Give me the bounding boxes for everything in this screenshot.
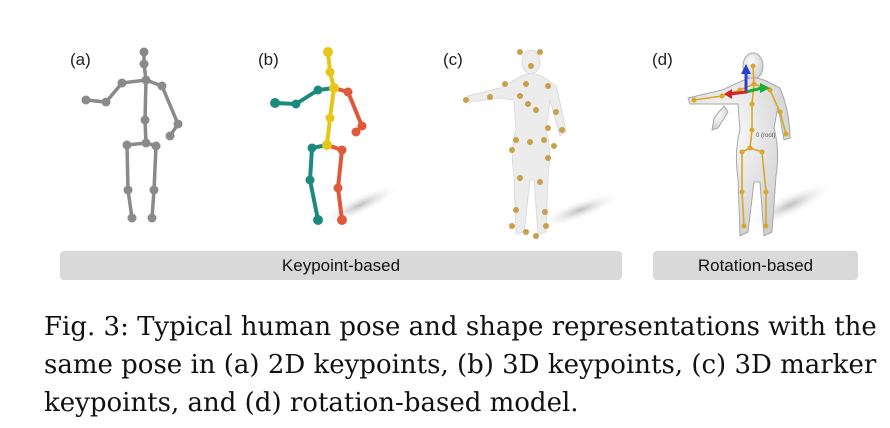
figure-caption: Fig. 3: Typical human pose and shape rep… — [44, 312, 877, 418]
root-joint-label: 0 (root) — [756, 133, 775, 139]
rotation-based-label: Rotation-based — [697, 255, 814, 275]
panel-label-c: (c) — [443, 50, 463, 69]
panel-label-a: (a) — [70, 50, 91, 69]
shadow-c — [537, 191, 623, 229]
skeleton-2d — [84, 50, 180, 220]
marker-body — [467, 49, 567, 235]
keypoint-based-label: Keypoint-based — [281, 255, 401, 275]
panel-label-b: (b) — [258, 50, 279, 69]
shadow-b — [318, 183, 402, 227]
panel-label-d: (d) — [652, 50, 673, 69]
skeleton-2d-joints — [81, 47, 183, 223]
skeleton-3d — [273, 50, 365, 222]
pose-figures: 0 (root) — [81, 47, 836, 239]
rotation-axes-icon — [724, 64, 770, 99]
marker-points — [463, 49, 565, 239]
skeleton-3d-joints — [270, 47, 367, 225]
kinematic-joints — [691, 63, 789, 229]
keypoint-based-bar: Keypoint-based — [60, 251, 622, 280]
shadow-d — [744, 181, 836, 229]
rotation-based-bar: Rotation-based — [653, 251, 858, 280]
